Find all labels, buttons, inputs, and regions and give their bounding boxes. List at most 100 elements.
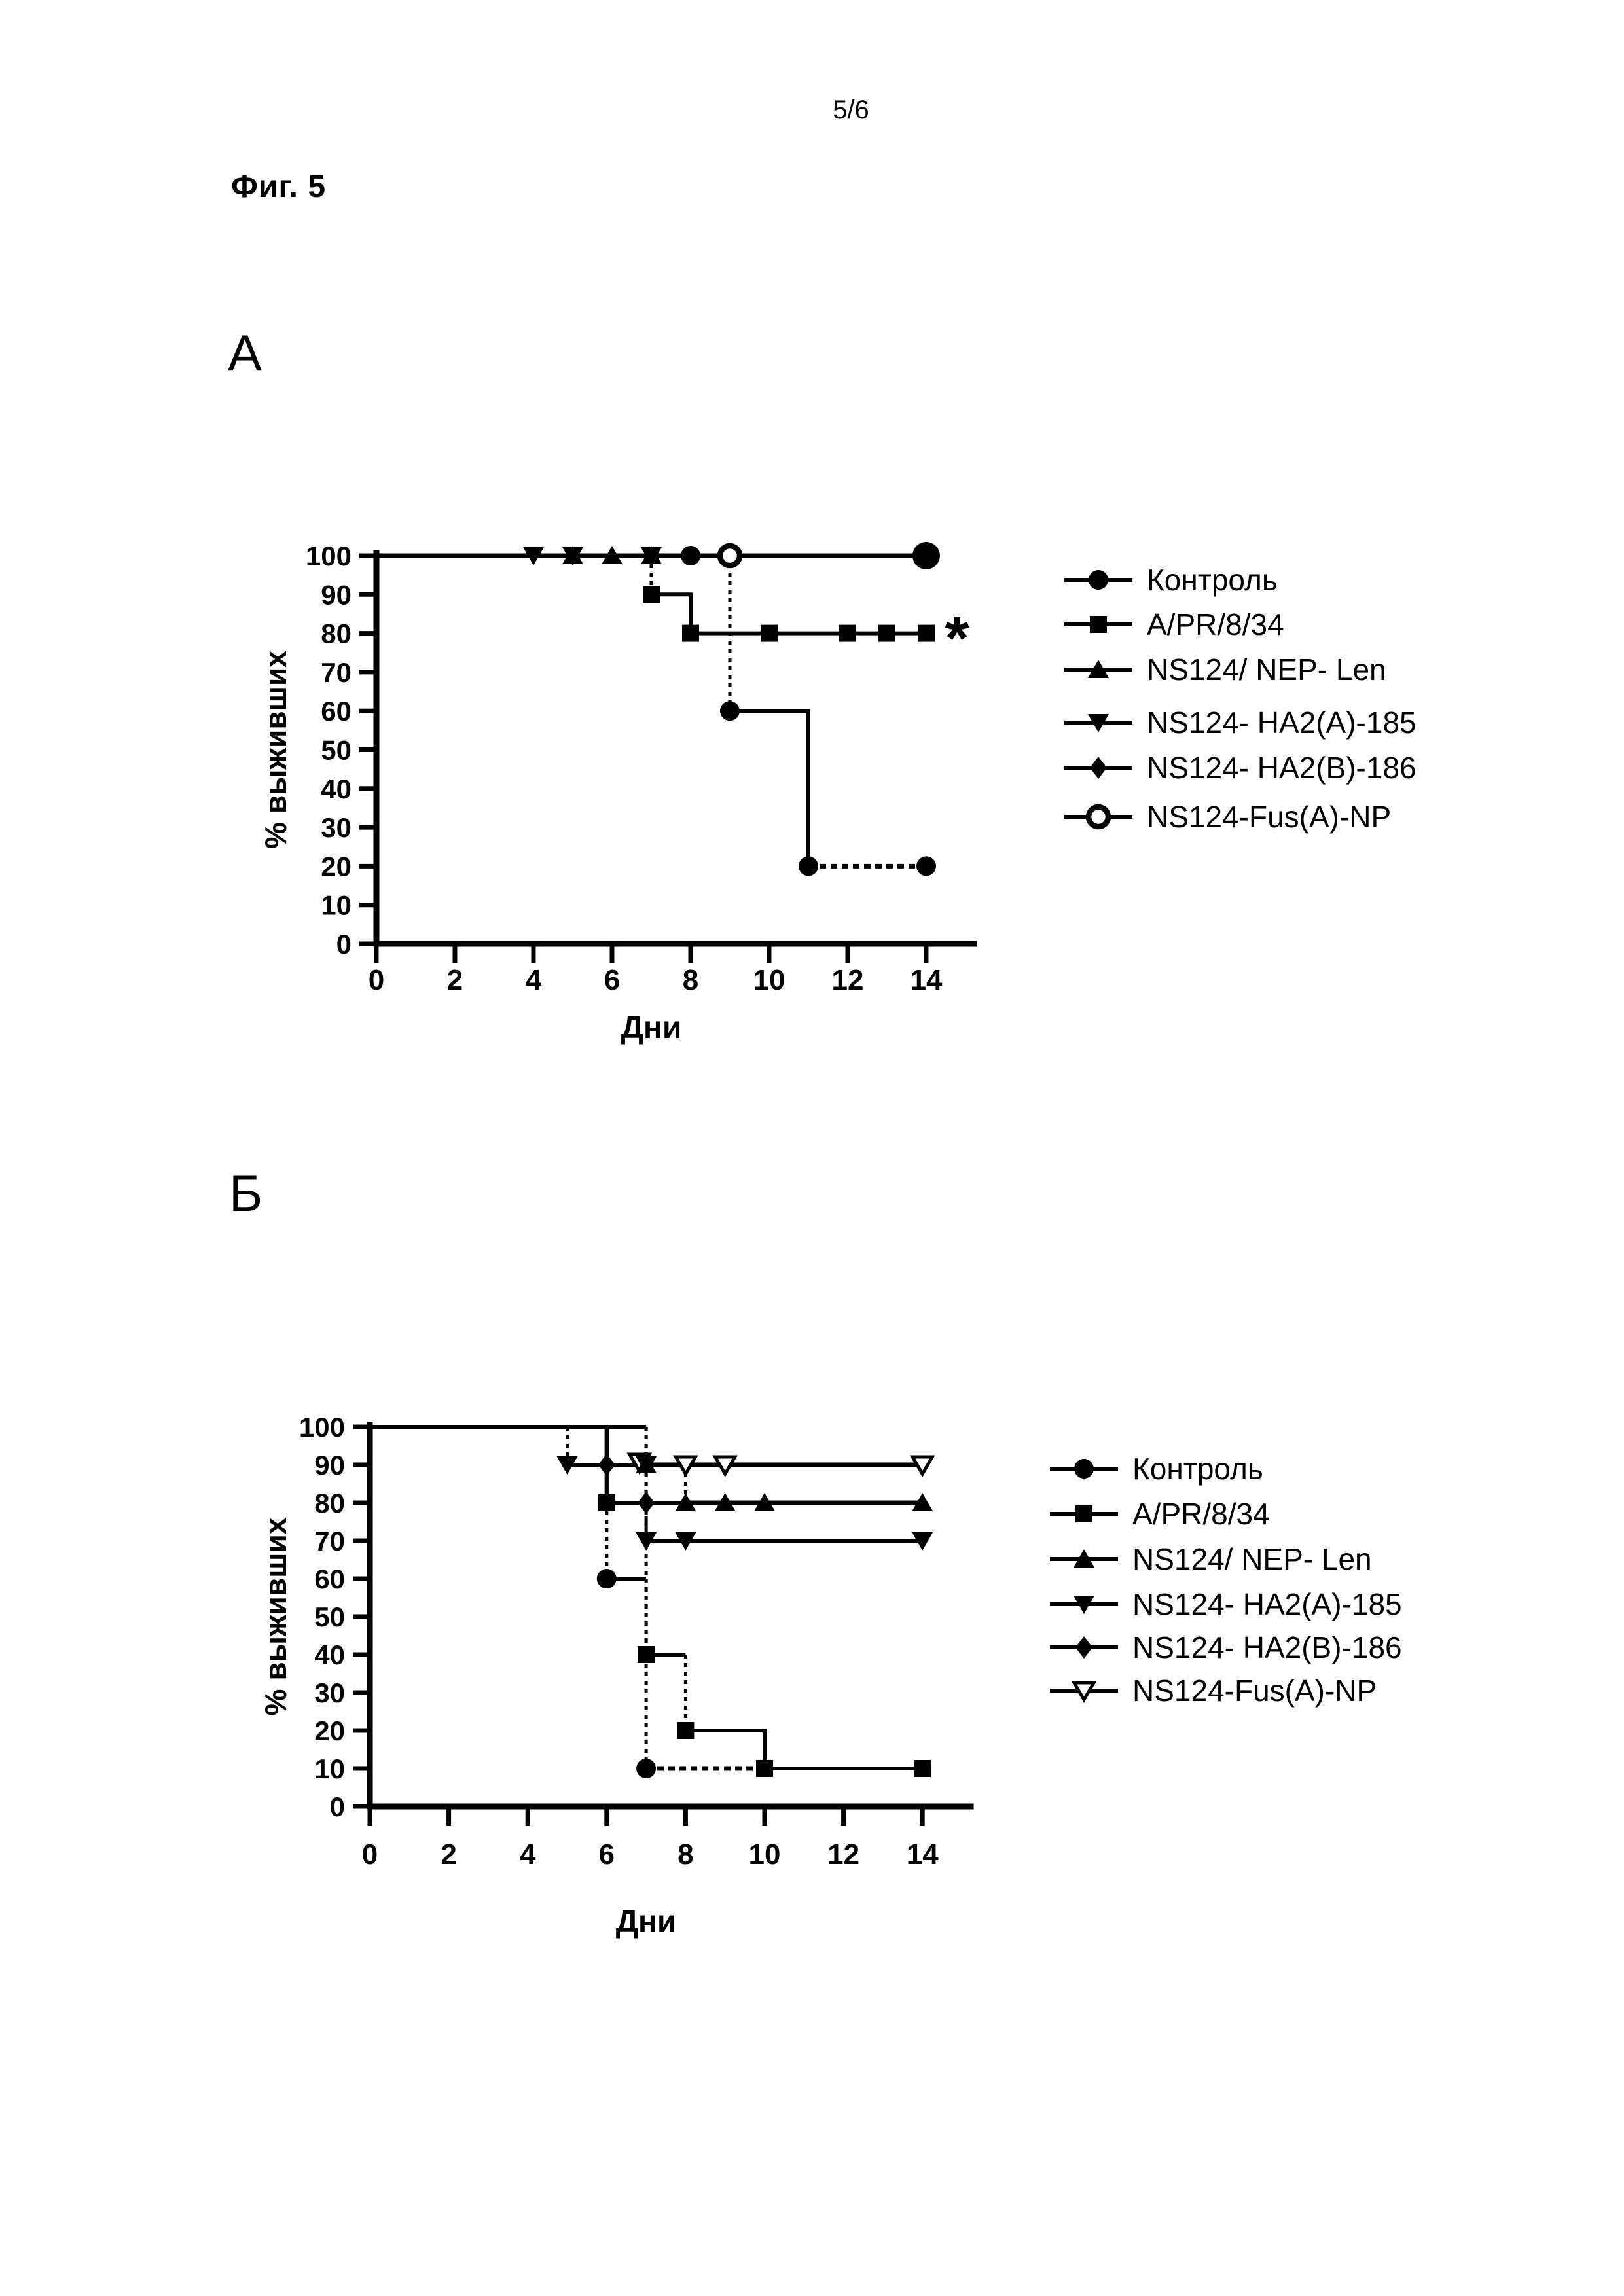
square-filled-icon <box>761 624 778 642</box>
legend-label: NS124- HA2(B)-186 <box>1147 751 1416 785</box>
legend-item: A/PR/8/34 <box>1062 606 1284 643</box>
y-tick-label: 90 <box>321 579 352 610</box>
x-tick-label: 14 <box>911 964 943 996</box>
x-tick-label: 0 <box>369 964 384 996</box>
triangle-up-filled-icon <box>641 546 662 564</box>
triangle-down-open-icon <box>1071 1681 1097 1704</box>
y-tick-label: 100 <box>299 1412 345 1443</box>
y-tick-label: 90 <box>314 1450 345 1480</box>
x-tick-label: 2 <box>447 964 463 996</box>
y-axis-label: % выживших <box>259 1517 293 1715</box>
y-tick-label: 80 <box>321 619 352 649</box>
y-tick-label: 30 <box>314 1677 345 1708</box>
circle-filled-large-icon <box>912 542 940 569</box>
legend-label: NS124- HA2(A)-185 <box>1132 1587 1402 1621</box>
legend-item: Контроль <box>1047 1450 1263 1487</box>
y-tick-label: 50 <box>321 735 352 766</box>
y-tick-label: 70 <box>321 657 352 688</box>
legend-item: Контроль <box>1062 562 1278 598</box>
square-filled-icon <box>677 1722 695 1739</box>
legend-marker-triangle-up-filled-icon <box>1064 660 1132 678</box>
x-tick-label: 6 <box>599 1839 615 1871</box>
y-tick-label: 80 <box>314 1488 345 1518</box>
y-tick-label: 40 <box>321 774 352 804</box>
circle-filled-icon <box>1089 570 1108 590</box>
triangle-down-open-icon <box>909 1455 935 1478</box>
triangle-down-filled-icon <box>523 547 544 565</box>
square-filled-icon <box>756 1760 773 1777</box>
y-tick-label: 30 <box>321 812 352 843</box>
diamond-filled-icon <box>1090 757 1107 779</box>
legend-label: NS124-Fus(A)-NP <box>1147 800 1392 834</box>
x-tick-label: 10 <box>749 1839 781 1871</box>
triangle-up-filled-icon <box>754 1493 775 1511</box>
survival-curve-circle-filled <box>730 709 810 867</box>
x-tick-label: 4 <box>526 964 542 996</box>
x-tick-label: 14 <box>907 1839 939 1871</box>
triangle-down-filled-icon <box>636 1532 657 1551</box>
legend-item: NS124- HA2(B)-186 <box>1047 1629 1402 1666</box>
circle-filled-icon <box>1074 1459 1094 1479</box>
triangle-up-filled-icon <box>562 546 583 564</box>
y-tick-label: 20 <box>321 851 352 882</box>
triangle-down-filled-icon <box>1088 714 1109 732</box>
legend-marker-diamond-filled-icon <box>1064 757 1132 779</box>
legend-item: NS124-Fus(A)-NP <box>1047 1672 1377 1709</box>
y-tick-label: 60 <box>314 1564 345 1594</box>
legend-marker-circle-open-icon <box>1064 804 1132 830</box>
triangle-up-filled-icon <box>675 1493 696 1511</box>
triangle-up-filled-icon <box>1074 1549 1094 1568</box>
legend-marker-square-filled-icon <box>1050 1505 1118 1522</box>
legend-label: NS124/ NEP- Len <box>1132 1542 1372 1576</box>
diamond-filled-icon <box>1075 1636 1092 1659</box>
triangle-down-filled-icon <box>675 1532 696 1551</box>
significance-asterisk: * <box>945 603 969 673</box>
legend-label: Контроль <box>1132 1452 1263 1486</box>
y-tick-label: 10 <box>321 890 352 921</box>
y-tick-label: 0 <box>336 929 352 960</box>
x-tick-label: 0 <box>362 1839 378 1871</box>
triangle-up-filled-icon <box>714 1493 736 1511</box>
page-number: 5/6 <box>833 96 869 124</box>
y-tick-label: 60 <box>321 696 352 726</box>
survival-chart-panel-A: 0 10 20 30 40 50 60 70 80 90 100 0 2 4 6 8 10 12 14 Дни % вы… <box>259 541 977 1045</box>
x-tick-label: 12 <box>827 1839 859 1871</box>
legend-marker-triangle-down-filled-icon <box>1050 1596 1118 1614</box>
legend-marker-triangle-down-filled-icon <box>1064 714 1132 732</box>
triangle-up-filled-icon <box>912 1493 933 1511</box>
y-axis-label: % выживших <box>259 651 293 849</box>
figure-label: Фиг. 5 <box>231 170 327 204</box>
circle-filled-icon <box>681 546 700 565</box>
triangle-down-open-icon <box>673 1455 698 1478</box>
y-tick-label: 70 <box>314 1526 345 1556</box>
legend-item: NS124- HA2(A)-185 <box>1047 1586 1402 1623</box>
x-tick-label: 2 <box>441 1839 456 1871</box>
survival-curve-square-filled <box>651 592 926 636</box>
x-tick-label: 12 <box>832 964 864 996</box>
x-tick-label: 6 <box>604 964 620 996</box>
circle-filled-icon <box>636 1759 657 1778</box>
legend-label: NS124-Fus(A)-NP <box>1132 1674 1377 1708</box>
y-tick-label: 40 <box>314 1640 345 1670</box>
triangle-down-filled-icon <box>912 1532 933 1551</box>
diamond-filled-icon <box>598 1454 615 1476</box>
legend-marker-circle-filled-icon <box>1064 570 1132 590</box>
legend-marker-circle-filled-icon <box>1050 1459 1118 1479</box>
triangle-up-filled-icon <box>636 1455 657 1473</box>
square-filled-icon <box>598 1494 615 1511</box>
legend-label: NS124- HA2(A)-185 <box>1147 706 1416 740</box>
x-axis-label: Дни <box>616 1905 677 1939</box>
square-filled-icon <box>638 1646 655 1663</box>
legend-label: A/PR/8/34 <box>1147 607 1284 641</box>
survival-chart-panel-B: 0 10 20 30 40 50 60 70 80 90 100 0 2 4 6 8 10 12 14 Дни % вы… <box>259 1412 974 1939</box>
legend-marker-square-filled-icon <box>1064 616 1132 633</box>
legend-marker-triangle-down-open-icon <box>1050 1681 1118 1704</box>
square-filled-icon <box>643 586 660 603</box>
diamond-filled-icon <box>638 1492 655 1514</box>
triangle-down-open-icon <box>712 1455 738 1478</box>
x-tick-label: 4 <box>520 1839 536 1871</box>
square-filled-icon <box>878 624 895 642</box>
x-axis-label: Дни <box>621 1011 682 1045</box>
